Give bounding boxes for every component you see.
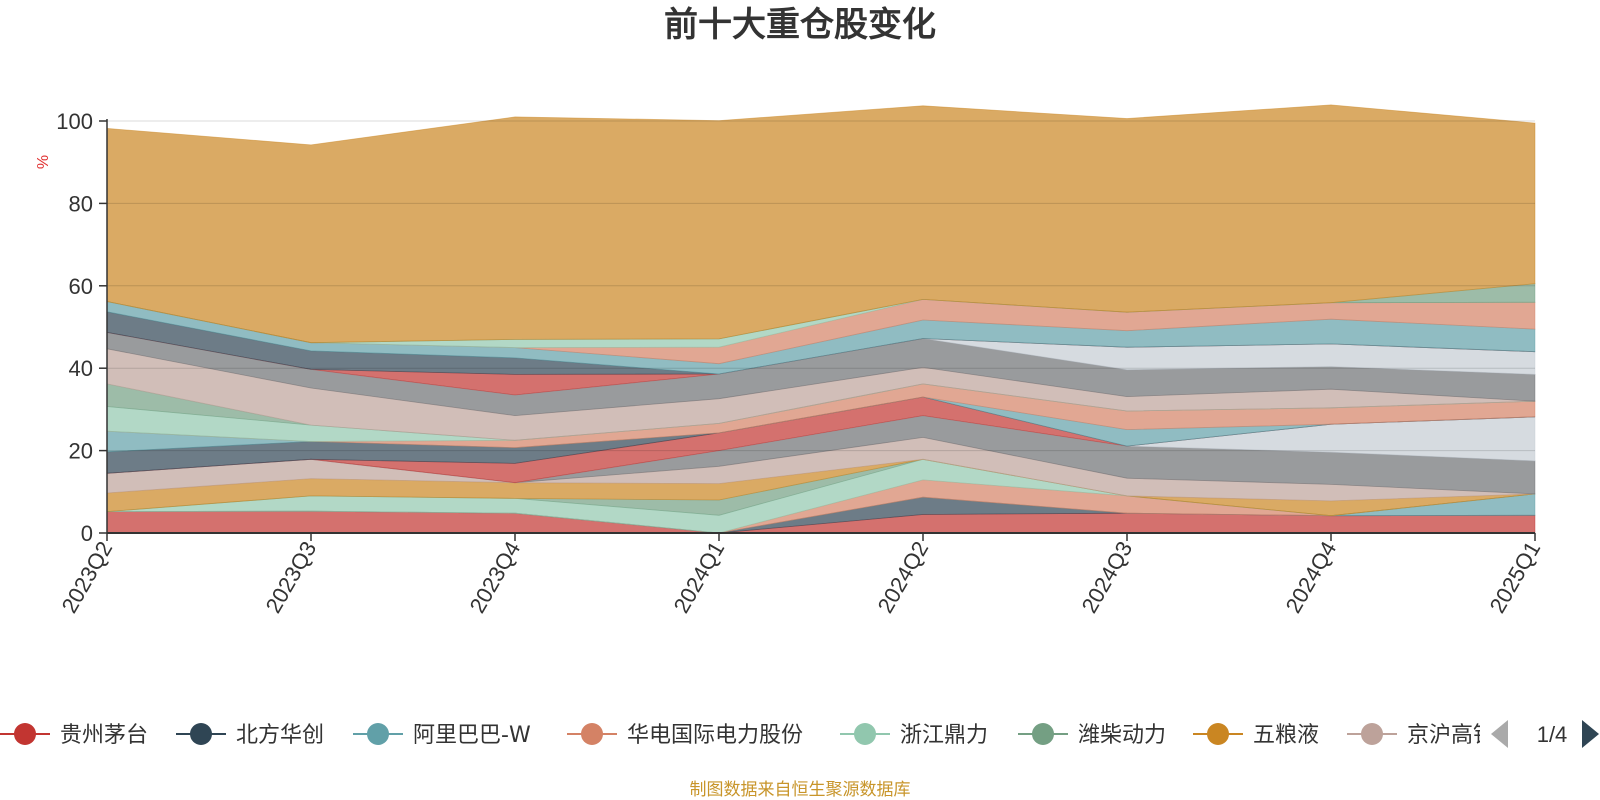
- legend-item-7[interactable]: 京沪高铁: [1347, 723, 1495, 748]
- legend-item-0[interactable]: 贵州茅台: [0, 723, 148, 748]
- legend-page-indicator: 1/4: [1537, 722, 1568, 747]
- x-tick-label-2024Q3: 2024Q3: [1077, 537, 1138, 617]
- legend-label: 五粮液: [1253, 723, 1319, 748]
- legend-marker: [1361, 723, 1383, 745]
- x-tick-label-2024Q1: 2024Q1: [669, 537, 730, 617]
- y-tick-label-20: 20: [69, 439, 93, 464]
- legend-label: 京沪高铁: [1407, 723, 1495, 748]
- triangle-right-icon[interactable]: [1582, 720, 1599, 748]
- legend-marker: [14, 723, 36, 745]
- x-tick-label-2024Q2: 2024Q2: [873, 537, 934, 617]
- legend-marker: [1032, 723, 1054, 745]
- legend-marker: [190, 723, 212, 745]
- y-tick-label-0: 0: [81, 521, 93, 546]
- y-axis-unit-label: %: [35, 155, 52, 169]
- legend-label: 北方华创: [236, 723, 324, 748]
- y-tick-label-60: 60: [69, 274, 93, 299]
- legend-item-5[interactable]: 潍柴动力: [1018, 723, 1166, 748]
- legend-label: 浙江鼎力: [900, 723, 988, 748]
- data-source-note: 制图数据来自恒生聚源数据库: [690, 780, 911, 800]
- chart-title: 前十大重仓股变化: [664, 5, 936, 45]
- plot-areas: [106, 104, 1536, 534]
- y-tick-label-80: 80: [69, 191, 93, 216]
- x-tick-label-2023Q3: 2023Q3: [261, 537, 322, 617]
- y-tick-label-40: 40: [69, 356, 93, 381]
- legend-label: 潍柴动力: [1078, 723, 1166, 748]
- legend-marker: [581, 723, 603, 745]
- legend-label: 华电国际电力股份: [627, 723, 803, 748]
- grid-lines: [107, 120, 1535, 452]
- legend: 贵州茅台 北方华创 阿里巴巴-W 华电国际电力股份 浙江鼎力 潍柴动力 五粮液 京沪高铁 1/4: [0, 720, 1599, 748]
- x-tick-label-2023Q2: 2023Q2: [57, 537, 118, 617]
- legend-item-6[interactable]: 五粮液: [1193, 723, 1319, 748]
- legend-label: 阿里巴巴-W: [413, 723, 531, 748]
- triangle-left-icon[interactable]: [1491, 720, 1508, 748]
- x-tick-label-2025Q1: 2025Q1: [1485, 537, 1546, 617]
- legend-marker: [367, 723, 389, 745]
- x-tick-label-2023Q4: 2023Q4: [465, 537, 526, 617]
- area-series-25: [106, 104, 1536, 344]
- legend-item-1[interactable]: 北方华创: [176, 723, 324, 748]
- legend-marker: [854, 723, 876, 745]
- legend-item-2[interactable]: 阿里巴巴-W: [353, 723, 531, 748]
- legend-label: 贵州茅台: [60, 723, 148, 748]
- legend-marker: [1207, 723, 1229, 745]
- y-tick-label-100: 100: [56, 109, 93, 134]
- legend-item-3[interactable]: 华电国际电力股份: [567, 723, 803, 748]
- x-tick-label-2024Q4: 2024Q4: [1281, 537, 1342, 617]
- legend-item-4[interactable]: 浙江鼎力: [840, 723, 988, 748]
